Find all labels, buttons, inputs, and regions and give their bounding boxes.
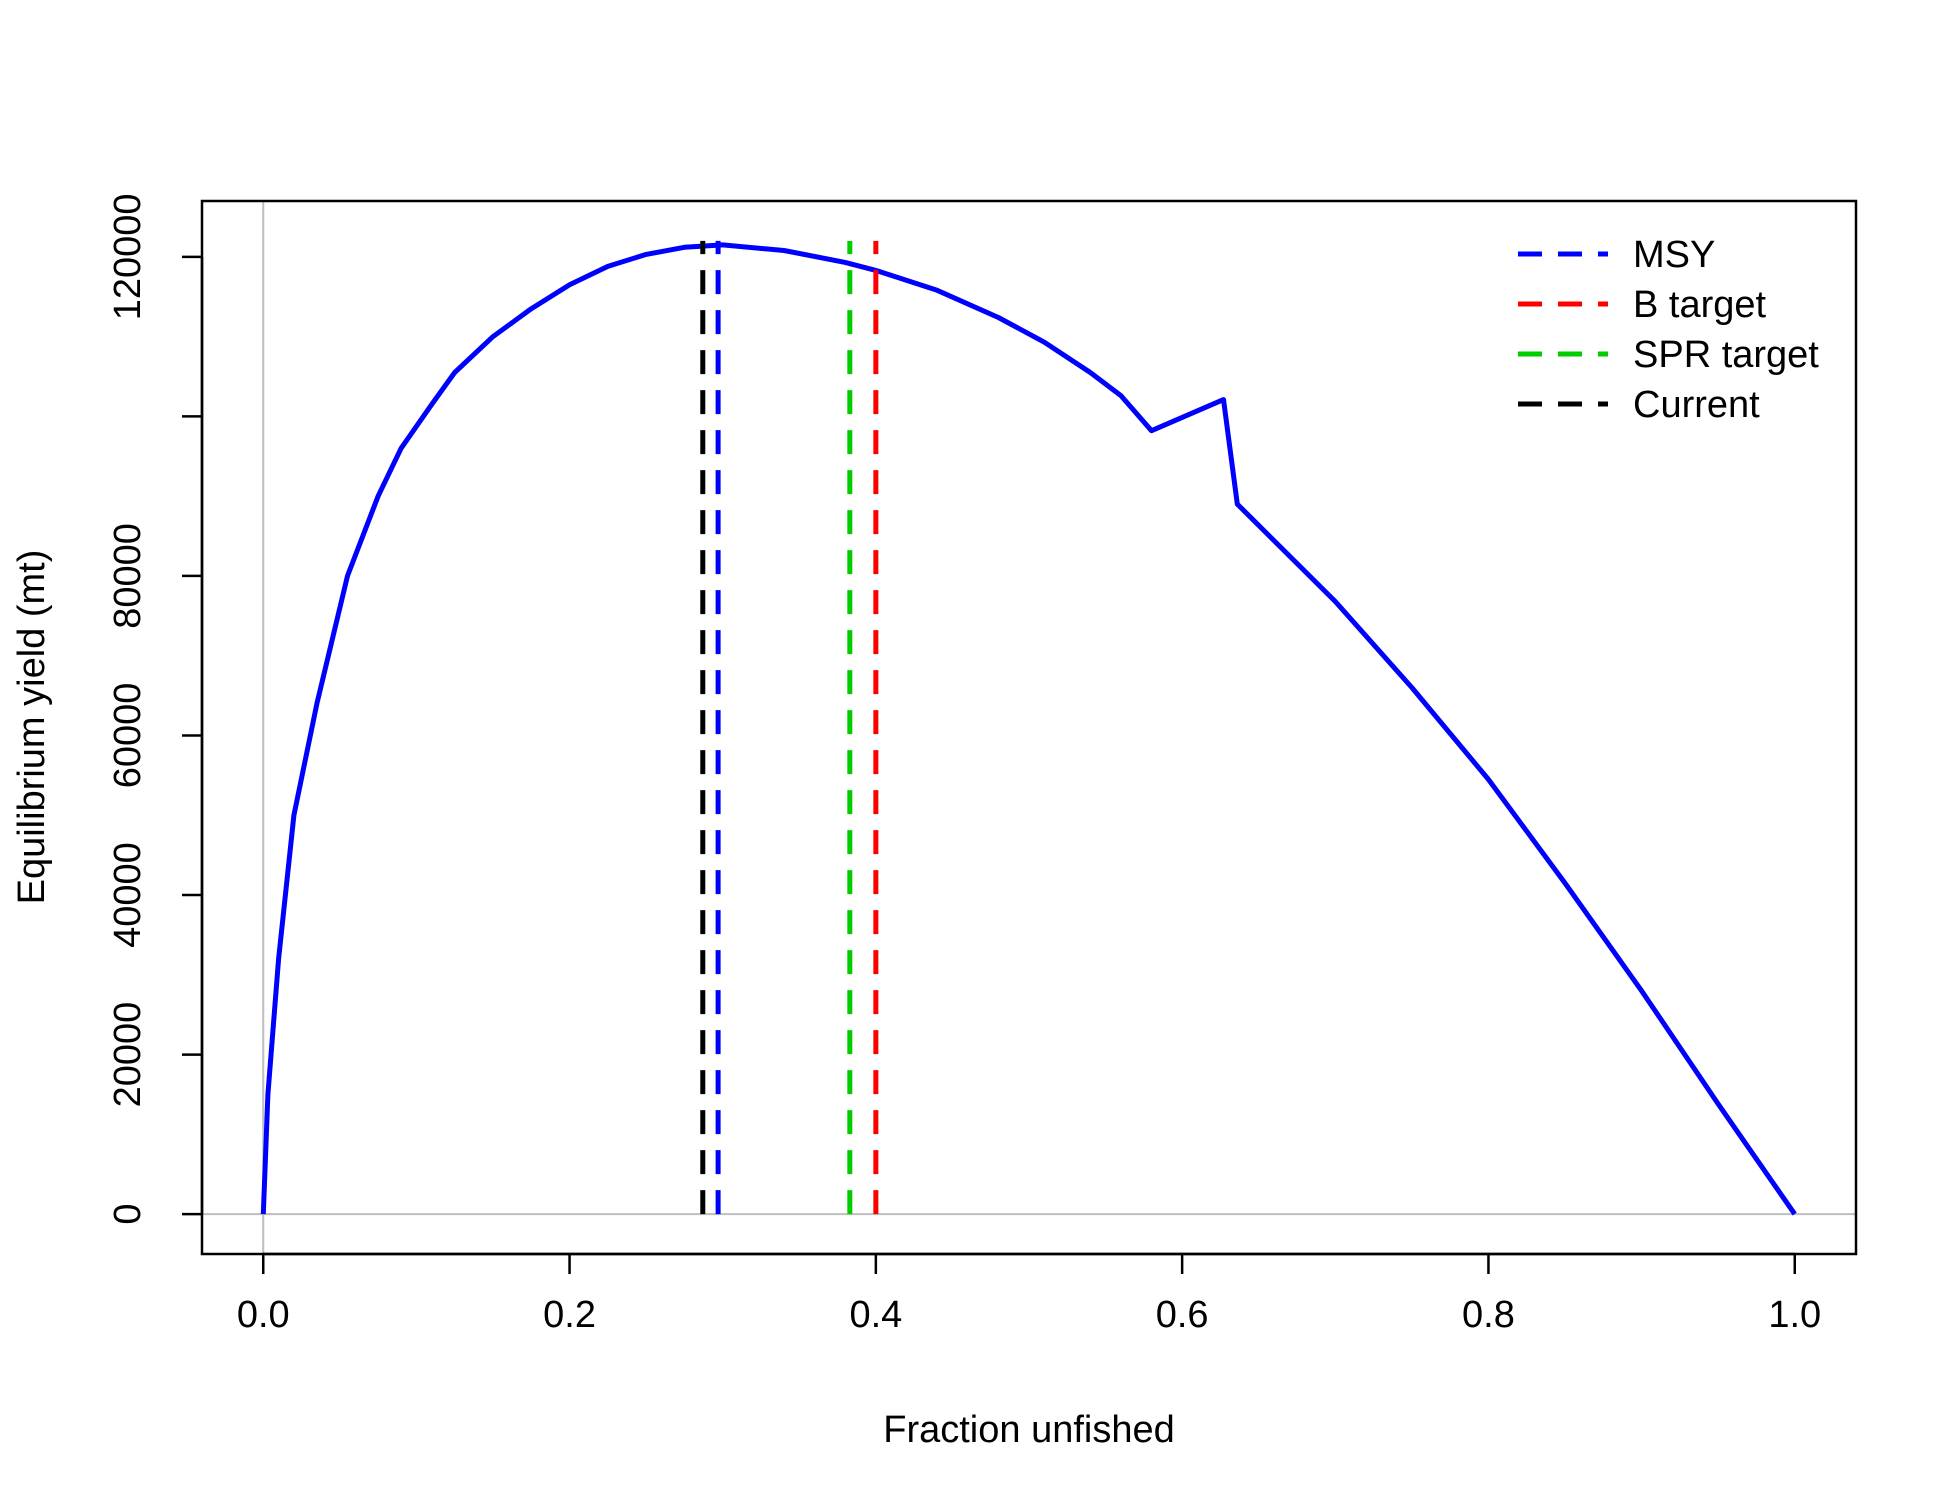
x-tick-label: 0.8 [1462,1294,1515,1336]
legend-item: Current [1518,384,1760,426]
x-axis-label: Fraction unfished [883,1409,1175,1451]
x-tick-label: 1.0 [1768,1294,1821,1336]
legend-label: B target [1633,284,1767,326]
y-tick-label: 40000 [107,842,149,948]
x-tick-label: 0.2 [543,1294,596,1336]
y-tick-label: 60000 [107,683,149,789]
legend-label: MSY [1633,234,1715,276]
legend-item: SPR target [1518,334,1819,376]
yield-curve-series-0 [260,242,1797,1216]
legend-item: MSY [1518,234,1715,276]
x-axis: 0.0 0.2 0.4 0.6 0.8 1.0 [237,1252,1821,1336]
legend-label: Current [1633,384,1760,426]
y-tick-label: 120000 [107,193,149,320]
y-axis-label: Equilibrium yield (mt) [11,550,53,905]
x-tick-label: 0.6 [1156,1294,1209,1336]
y-tick-label: 80000 [107,523,149,629]
legend-label: SPR target [1633,334,1819,376]
y-tick-label: 20000 [107,1002,149,1108]
legend: MSY B target SPR target Current [1518,234,1819,426]
reference-lines [202,201,1856,1254]
series-layer [260,242,1797,1216]
y-tick-label: 0 [107,1204,149,1225]
x-tick-label: 0.0 [237,1294,290,1336]
vertical-reference-lines [700,240,879,1215]
legend-item: B target [1518,284,1767,326]
x-tick-label: 0.4 [849,1294,902,1336]
y-axis: 0 20000 40000 60000 80000 120000 [107,193,204,1225]
